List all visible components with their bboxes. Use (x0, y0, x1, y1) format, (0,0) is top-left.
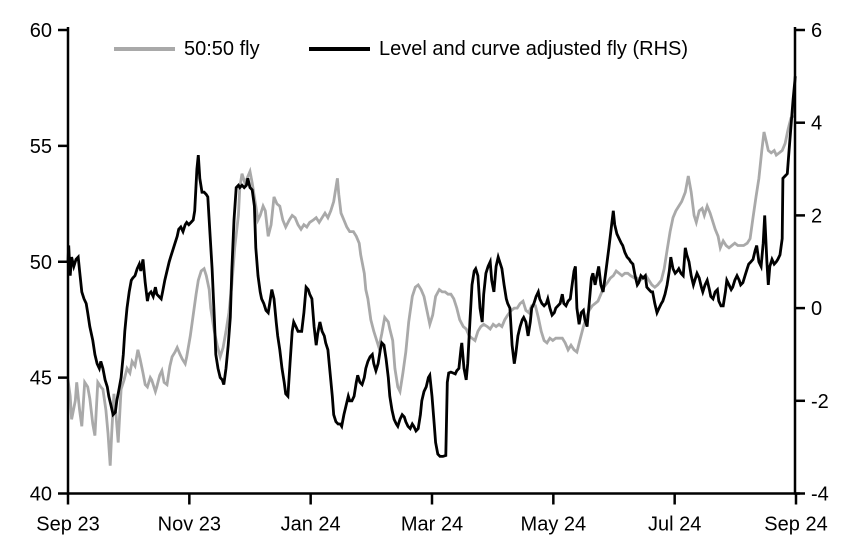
gray-line-swatch-icon (114, 47, 175, 51)
black-line-swatch-icon (309, 47, 370, 51)
x-tick-label: Jan 24 (281, 514, 341, 536)
x-tick-label: Sep 23 (36, 514, 99, 536)
legend-label-level-curve-adjusted-fly: Level and curve adjusted fly (RHS) (379, 38, 689, 60)
series-line-5050-fly (66, 114, 795, 466)
y-left-tick-label: 50 (30, 252, 52, 274)
y-right-tick-label: 0 (811, 298, 822, 320)
y-left-tick-label: 55 (30, 136, 52, 158)
y-right-tick-label: 4 (811, 113, 822, 135)
y-left-tick-label: 40 (30, 484, 52, 506)
x-tick-label: Mar 24 (401, 514, 463, 536)
legend-item-5050-fly: 50:50 fly (114, 36, 260, 62)
y-right-tick-label: -2 (811, 391, 829, 413)
legend-label-5050-fly: 50:50 fly (184, 38, 260, 60)
x-tick-label: Jul 24 (648, 514, 701, 536)
y-right-tick-label: -4 (811, 484, 829, 506)
y-right-tick-label: 2 (811, 205, 822, 227)
x-tick-label: May 24 (521, 514, 587, 536)
x-tick-label: Sep 24 (764, 514, 827, 536)
y-left-tick-label: 60 (30, 20, 52, 42)
x-tick-label: Nov 23 (158, 514, 221, 536)
y-right-tick-label: 6 (811, 20, 822, 42)
legend-item-level-curve-adjusted-fly: Level and curve adjusted fly (RHS) (309, 36, 688, 62)
series-line-level-curve-adjusted-fly (66, 76, 797, 458)
y-left-tick-label: 45 (30, 368, 52, 390)
legend: 50:50 fly Level and curve adjusted fly (… (0, 36, 852, 62)
